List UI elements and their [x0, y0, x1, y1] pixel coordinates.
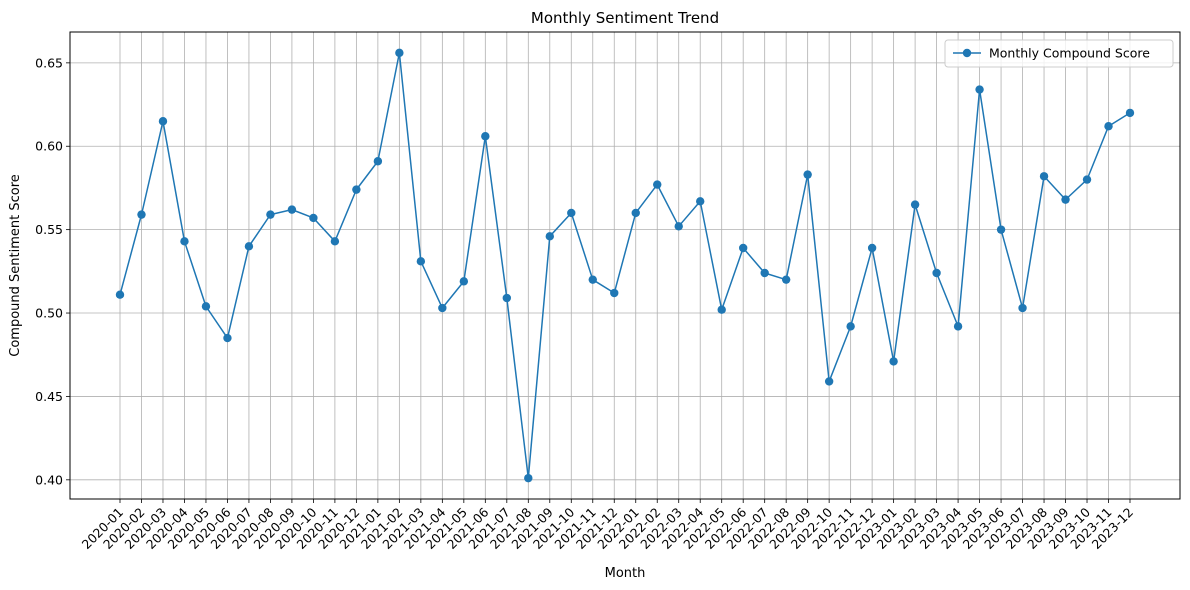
data-point [653, 180, 662, 189]
data-point [588, 275, 597, 284]
y-tick-label: 0.45 [35, 389, 63, 404]
plot-frame [69, 31, 1181, 500]
data-point [395, 48, 404, 58]
data-point [781, 275, 791, 284]
data-point [846, 322, 855, 331]
data-point [1125, 108, 1135, 118]
legend: Monthly Compound Score [944, 39, 1174, 68]
data-point [932, 268, 941, 278]
data-point [266, 210, 275, 219]
data-point [674, 222, 683, 231]
data-point [889, 357, 898, 366]
data-point [975, 85, 984, 94]
chart-title: Monthly Sentiment Trend [531, 9, 719, 27]
data-point [352, 185, 361, 194]
data-point [803, 170, 812, 179]
data-point [1061, 195, 1070, 204]
data-point [824, 377, 834, 386]
data-point [502, 293, 512, 303]
grid-lines [70, 32, 1180, 499]
data-point [373, 157, 383, 166]
data-point [481, 132, 490, 141]
data-point [910, 200, 920, 209]
data-point [201, 302, 211, 311]
data-point [867, 243, 877, 253]
data-point [287, 205, 297, 214]
data-point [244, 242, 254, 251]
legend-marker-swatch [962, 48, 972, 58]
data-point [137, 210, 146, 219]
data-point [115, 290, 125, 299]
data-point [717, 305, 726, 314]
data-point [1039, 172, 1049, 181]
data-point [158, 117, 168, 126]
data-point [309, 213, 318, 223]
data-point [438, 303, 447, 313]
data-point [180, 237, 189, 246]
y-tick-label: 0.55 [35, 222, 63, 237]
data-point [567, 208, 576, 218]
series-layer [115, 48, 1135, 483]
data-point [996, 225, 1006, 234]
data-point [1018, 303, 1027, 313]
y-tick-label: 0.50 [35, 306, 63, 321]
data-point [1082, 175, 1092, 184]
legend-box [944, 39, 1174, 68]
data-point [631, 208, 640, 218]
data-point [610, 288, 619, 298]
data-point [459, 277, 469, 286]
data-point [223, 333, 232, 343]
data-point [416, 257, 426, 266]
y-tick-label: 0.60 [35, 139, 63, 154]
legend-label: Monthly Compound Score [989, 46, 1150, 61]
y-tick-label: 0.40 [35, 472, 63, 487]
data-point [545, 232, 554, 241]
data-point [738, 243, 748, 253]
data-point [696, 197, 705, 206]
data-point [1104, 122, 1113, 131]
data-point [953, 322, 963, 331]
y-axis-label: Compound Sentiment Score [8, 174, 23, 357]
y-tick-label: 0.65 [35, 55, 63, 70]
y-ticks: 0.40 0.45 0.50 0.55 0.60 0.65 [35, 55, 70, 487]
data-point [524, 473, 533, 483]
x-axis-label: Month [605, 566, 646, 581]
data-point [760, 268, 769, 278]
data-point [330, 237, 340, 246]
